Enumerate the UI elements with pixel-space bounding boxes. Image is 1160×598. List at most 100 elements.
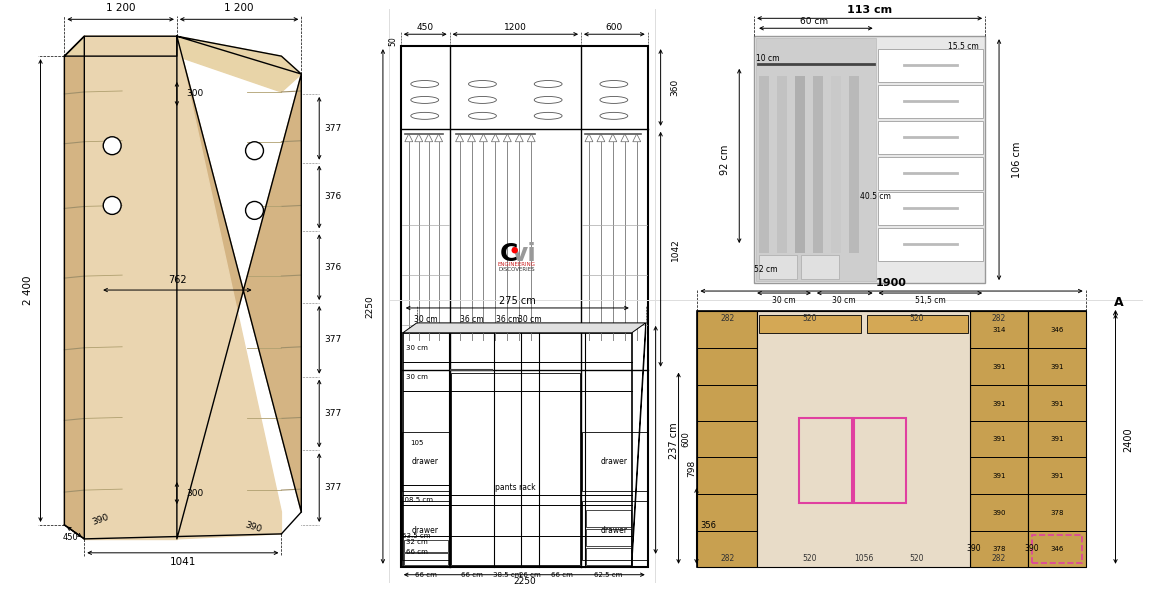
Text: 390: 390 <box>244 520 263 534</box>
Bar <box>404 540 448 552</box>
Bar <box>970 311 1028 567</box>
Text: 391: 391 <box>992 473 1006 479</box>
Text: 390: 390 <box>966 544 981 553</box>
Text: 450: 450 <box>416 23 434 32</box>
Text: 520: 520 <box>803 554 817 563</box>
Text: 391: 391 <box>992 401 1006 407</box>
Bar <box>854 419 906 503</box>
Bar <box>867 315 969 333</box>
Text: 390: 390 <box>90 513 110 527</box>
Text: 798: 798 <box>687 460 696 477</box>
Text: 52 cm: 52 cm <box>754 265 778 274</box>
Text: C: C <box>500 242 517 266</box>
Text: 314: 314 <box>992 327 1006 333</box>
Text: 1200: 1200 <box>503 23 527 32</box>
Bar <box>403 333 632 567</box>
Bar <box>813 76 822 253</box>
Text: 113 cm: 113 cm <box>847 5 892 16</box>
Bar <box>586 510 631 527</box>
Bar <box>1028 311 1086 567</box>
Text: 282: 282 <box>720 315 734 324</box>
Text: 108.5 cm: 108.5 cm <box>400 497 433 503</box>
Text: 1042: 1042 <box>670 238 680 261</box>
Bar <box>878 121 984 154</box>
Text: 36 cm: 36 cm <box>459 315 484 324</box>
Text: 346: 346 <box>1050 327 1064 333</box>
Text: 520: 520 <box>909 315 923 324</box>
Circle shape <box>103 137 121 155</box>
Text: 391: 391 <box>992 437 1006 443</box>
Text: 62.5 cm: 62.5 cm <box>594 572 622 578</box>
Bar <box>777 76 786 253</box>
Bar <box>404 553 448 565</box>
Text: 282: 282 <box>992 554 1006 563</box>
Text: 600: 600 <box>606 23 623 32</box>
Text: 1 200: 1 200 <box>224 4 254 13</box>
Bar <box>799 419 851 503</box>
Text: 378: 378 <box>992 546 1006 552</box>
Polygon shape <box>65 36 85 539</box>
Text: 1 200: 1 200 <box>106 4 136 13</box>
Circle shape <box>246 142 263 160</box>
Text: 60 cm: 60 cm <box>800 17 828 26</box>
Text: 282: 282 <box>720 554 734 563</box>
Text: 391: 391 <box>1050 473 1064 479</box>
Text: 391: 391 <box>1050 401 1064 407</box>
Polygon shape <box>65 36 176 56</box>
Text: 66 cm: 66 cm <box>406 549 428 555</box>
Text: 391: 391 <box>1050 364 1064 370</box>
Text: 66 cm: 66 cm <box>461 572 483 578</box>
Text: 391: 391 <box>1050 437 1064 443</box>
Text: 356: 356 <box>701 521 717 530</box>
Bar <box>878 228 984 261</box>
Text: 377: 377 <box>325 124 342 133</box>
Bar <box>401 432 449 491</box>
Text: drawer: drawer <box>412 526 438 535</box>
Text: 1056: 1056 <box>854 554 873 563</box>
Text: 360: 360 <box>670 79 679 96</box>
Text: 237 cm: 237 cm <box>668 422 679 459</box>
Polygon shape <box>85 36 176 539</box>
Polygon shape <box>176 36 282 539</box>
Bar <box>582 432 646 491</box>
Bar <box>586 548 631 565</box>
Text: 30 cm: 30 cm <box>832 297 856 306</box>
Polygon shape <box>176 36 302 539</box>
Text: 30 cm: 30 cm <box>773 297 796 306</box>
Text: 377: 377 <box>325 483 342 492</box>
Text: 600: 600 <box>681 431 690 447</box>
Text: 376: 376 <box>325 193 342 202</box>
Text: 30 cm: 30 cm <box>406 345 428 351</box>
Bar <box>450 373 580 565</box>
Text: 275 cm: 275 cm <box>499 296 536 306</box>
Text: DISCOVERIES: DISCOVERIES <box>499 267 535 271</box>
Text: 390: 390 <box>992 510 1006 516</box>
Text: 66 cm: 66 cm <box>551 572 573 578</box>
Text: pants rack: pants rack <box>495 483 536 492</box>
Bar <box>697 311 1086 567</box>
Polygon shape <box>176 36 302 74</box>
Text: 10 cm: 10 cm <box>756 54 780 63</box>
Text: 51,5 cm: 51,5 cm <box>915 297 945 306</box>
Bar <box>401 501 449 560</box>
Bar <box>756 38 876 281</box>
Text: 105: 105 <box>409 440 423 446</box>
Bar <box>878 193 984 225</box>
Bar <box>878 157 984 190</box>
Text: 2250: 2250 <box>513 577 536 586</box>
Text: 15.5 cm: 15.5 cm <box>948 42 979 51</box>
Text: 377: 377 <box>325 335 342 344</box>
Bar <box>697 311 757 567</box>
Text: 376: 376 <box>325 263 342 271</box>
Circle shape <box>513 248 517 253</box>
Bar <box>759 76 769 253</box>
Text: drawer: drawer <box>412 457 438 466</box>
Text: 300: 300 <box>186 90 203 99</box>
Text: 106 cm: 106 cm <box>1012 142 1022 178</box>
Circle shape <box>246 202 263 219</box>
Text: 2400: 2400 <box>1123 427 1133 451</box>
Bar <box>849 76 858 253</box>
Text: 520: 520 <box>909 554 923 563</box>
Text: 26 cm: 26 cm <box>520 572 541 578</box>
Text: 30 cm: 30 cm <box>519 315 542 324</box>
